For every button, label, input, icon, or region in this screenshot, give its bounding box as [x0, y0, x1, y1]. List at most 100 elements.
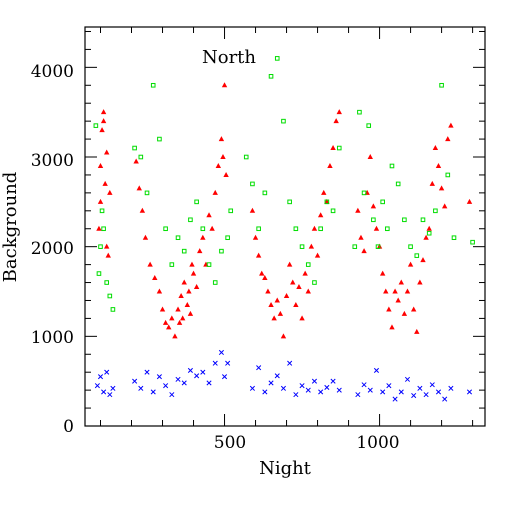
green-square-point	[312, 280, 317, 285]
green-square-point	[305, 262, 311, 267]
red-triangle-point	[166, 324, 172, 330]
y-tick-label-3000: 3000	[31, 151, 74, 171]
green-square-point	[408, 244, 413, 249]
blue-cross-point	[398, 389, 404, 395]
blue-cross-point	[318, 389, 324, 395]
red-triangle-point	[96, 225, 102, 231]
green-square-point	[451, 235, 457, 241]
green-square-point	[366, 123, 372, 128]
red-triangle-point	[259, 270, 265, 276]
green-square-point	[445, 172, 451, 178]
blue-cross-point	[169, 392, 175, 398]
red-triangle-point	[156, 288, 163, 294]
green-square-point	[324, 199, 330, 205]
blue-cross-point	[163, 383, 169, 389]
blue-cross-point	[287, 360, 293, 366]
axis-ticks	[85, 27, 485, 427]
blue-cross-point	[311, 378, 318, 384]
red-triangle-point	[107, 189, 113, 195]
green-square-point	[330, 208, 336, 214]
green-square-point	[256, 226, 261, 232]
red-triangle-point	[441, 203, 448, 209]
blue-cross-point	[336, 387, 342, 393]
blue-cross-point	[181, 380, 187, 386]
y-tick-label-4000: 4000	[31, 62, 74, 82]
green-square-point	[175, 235, 181, 241]
green-square-point	[138, 154, 144, 160]
blue-cross-point	[101, 389, 107, 395]
red-triangle-point	[448, 122, 454, 128]
red-triangle-point	[97, 162, 104, 168]
red-triangle-point	[290, 279, 296, 285]
blue-cross-point	[206, 380, 212, 386]
red-triangle-point	[178, 292, 184, 298]
green-square-point	[420, 217, 426, 223]
red-triangle-point	[100, 118, 107, 124]
series-triangle	[96, 82, 473, 339]
red-triangle-point	[206, 212, 212, 218]
red-triangle-point	[200, 234, 206, 240]
red-triangle-point	[104, 243, 110, 249]
red-triangle-point	[100, 109, 107, 115]
green-square-point	[293, 226, 299, 232]
red-triangle-point	[395, 297, 401, 303]
blue-cross-point	[330, 378, 336, 384]
green-square-point	[375, 244, 381, 249]
plot-annotation: North	[202, 47, 256, 68]
green-square-point	[157, 136, 162, 142]
red-triangle-point	[249, 207, 256, 213]
red-triangle-point	[262, 275, 268, 281]
x-axis-label: Night	[259, 458, 312, 479]
red-triangle-point	[181, 279, 187, 285]
green-square-point	[414, 253, 420, 258]
red-triangle-point	[162, 319, 169, 325]
red-triangle-point	[97, 198, 104, 204]
green-square-point	[357, 109, 362, 115]
red-triangle-point	[432, 145, 439, 151]
green-square-point	[299, 244, 305, 249]
green-square-point	[96, 271, 102, 276]
red-triangle-point	[147, 261, 153, 267]
green-square-point	[371, 217, 376, 223]
red-triangle-point	[186, 288, 192, 294]
green-square-point	[287, 199, 292, 205]
red-triangle-point	[423, 234, 429, 240]
blue-cross-point	[355, 392, 361, 398]
series-cross	[94, 349, 473, 402]
plot-area	[93, 56, 475, 402]
blue-cross-point	[156, 374, 162, 380]
y-tick-label-2000: 2000	[31, 239, 74, 259]
red-triangle-point	[105, 252, 111, 258]
red-triangle-point	[429, 180, 435, 186]
blue-cross-point	[392, 396, 398, 402]
green-square-point	[219, 248, 224, 254]
blue-cross-point	[249, 385, 255, 391]
green-square-point	[98, 244, 103, 249]
red-triangle-point	[252, 234, 259, 240]
red-triangle-point	[299, 315, 305, 321]
green-square-point	[93, 123, 99, 128]
red-triangle-point	[321, 189, 327, 195]
red-triangle-point	[379, 270, 386, 276]
red-triangle-point	[172, 333, 178, 339]
blue-cross-point	[107, 392, 113, 398]
red-triangle-point	[215, 162, 222, 168]
green-square-point	[274, 56, 280, 61]
blue-cross-point	[212, 360, 218, 366]
red-triangle-point	[133, 158, 139, 164]
blue-cross-point	[256, 365, 262, 371]
blue-cross-point	[361, 382, 367, 388]
y-axis-label: Background	[0, 172, 21, 283]
red-triangle-point	[336, 109, 342, 115]
red-triangle-point	[311, 225, 318, 231]
red-triangle-point	[189, 261, 195, 267]
green-square-point	[352, 244, 358, 249]
red-triangle-point	[255, 252, 262, 258]
blue-cross-point	[218, 349, 224, 356]
red-triangle-point	[142, 234, 149, 240]
red-triangle-point	[370, 203, 377, 209]
red-triangle-point	[466, 198, 473, 204]
red-triangle-point	[175, 306, 181, 312]
blue-cross-point	[411, 392, 417, 399]
red-triangle-point	[197, 248, 203, 254]
